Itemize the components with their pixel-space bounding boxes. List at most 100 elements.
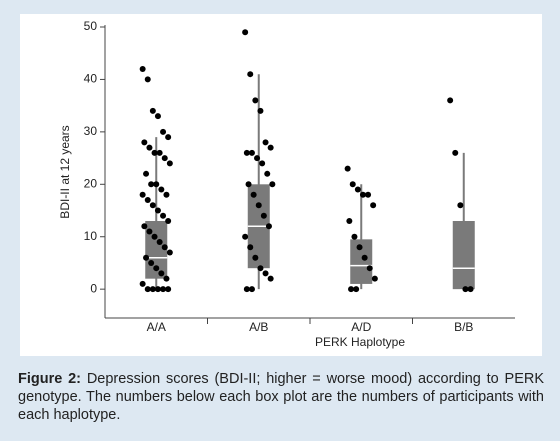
data-point <box>163 191 170 198</box>
data-point <box>348 286 355 293</box>
caption-text: Depression scores (BDI-II; higher = wors… <box>18 371 545 423</box>
data-point <box>462 286 469 293</box>
data-point <box>149 202 156 209</box>
data-point <box>351 233 358 240</box>
data-point <box>247 244 254 251</box>
x-tick-label: A/B <box>249 320 268 334</box>
data-point <box>252 97 259 104</box>
data-point <box>361 254 368 261</box>
data-point <box>143 170 150 177</box>
y-tick-label: 0 <box>90 281 97 295</box>
data-point <box>151 149 158 156</box>
data-point <box>139 65 146 72</box>
data-point <box>366 265 373 272</box>
data-point <box>248 286 255 293</box>
data-point <box>370 202 377 209</box>
data-point <box>243 149 250 156</box>
data-point <box>260 212 267 219</box>
data-point <box>143 254 150 261</box>
data-point <box>165 218 172 224</box>
data-point <box>359 191 366 198</box>
data-point <box>165 134 172 141</box>
x-tick-label: A/A <box>147 320 166 334</box>
data-point <box>146 144 153 151</box>
data-point <box>166 160 173 167</box>
data-point <box>267 275 274 282</box>
data-point <box>139 280 146 287</box>
data-point <box>166 249 173 256</box>
data-point <box>255 202 262 209</box>
data-point <box>248 149 255 156</box>
y-axis-label: BDI-II at 12 years <box>58 125 72 218</box>
caption-label: Figure 2: <box>18 371 82 387</box>
data-point <box>151 233 158 240</box>
data-point <box>144 76 151 83</box>
data-point <box>161 244 168 251</box>
data-point <box>165 286 172 293</box>
data-point <box>156 238 163 245</box>
data-point <box>141 139 148 146</box>
data-point <box>259 160 266 167</box>
y-tick-label: 40 <box>84 72 98 86</box>
data-point <box>161 155 168 162</box>
data-point <box>156 149 163 156</box>
data-point <box>146 228 153 235</box>
data-point <box>264 170 271 177</box>
data-point <box>267 144 274 151</box>
data-point <box>457 202 464 209</box>
data-point <box>265 223 272 230</box>
y-tick-label: 10 <box>84 229 98 243</box>
y-tick-label: 20 <box>84 176 98 190</box>
box <box>452 221 475 290</box>
data-point <box>154 286 161 293</box>
data-point <box>353 286 360 293</box>
data-point <box>158 270 165 277</box>
data-point <box>149 286 156 293</box>
data-point <box>139 191 146 198</box>
data-point <box>349 181 356 188</box>
data-point <box>153 265 160 272</box>
data-point <box>160 286 167 293</box>
data-point <box>141 223 148 230</box>
data-point <box>467 286 474 293</box>
data-point <box>149 107 156 114</box>
data-point <box>144 197 151 204</box>
data-point <box>163 275 170 282</box>
data-point <box>257 265 264 272</box>
data-point <box>243 286 250 293</box>
y-tick-label: 50 <box>84 19 98 33</box>
y-tick-label: 30 <box>84 124 98 138</box>
data-point <box>148 259 155 266</box>
data-point <box>262 139 269 146</box>
data-point <box>245 181 252 188</box>
data-point <box>158 186 165 193</box>
box <box>350 239 373 284</box>
x-tick-label: B/B <box>454 320 473 334</box>
data-point <box>154 113 161 120</box>
data-point <box>154 207 161 214</box>
caption: Figure 2: Depression scores (BDI-II; hig… <box>18 370 544 424</box>
data-point <box>252 254 259 261</box>
data-point <box>344 165 351 172</box>
data-point <box>452 149 459 156</box>
chart-background <box>20 14 542 356</box>
data-point <box>148 181 155 188</box>
data-point <box>160 212 167 219</box>
data-point <box>346 218 353 224</box>
data-point <box>160 128 167 135</box>
chart: BDI-II at 12 years PERK Haplotype 0 10 20 3… <box>20 14 542 356</box>
data-point <box>356 244 363 251</box>
data-point <box>242 29 249 36</box>
data-point <box>153 181 160 188</box>
data-point <box>254 155 261 162</box>
data-point <box>365 191 372 198</box>
data-point <box>371 275 378 282</box>
data-point <box>257 107 264 114</box>
x-axis-label: PERK Haplotype <box>315 335 405 349</box>
data-point <box>242 233 249 240</box>
data-point <box>247 71 254 78</box>
data-point <box>144 286 151 293</box>
data-point <box>250 191 257 198</box>
data-point <box>262 270 269 277</box>
